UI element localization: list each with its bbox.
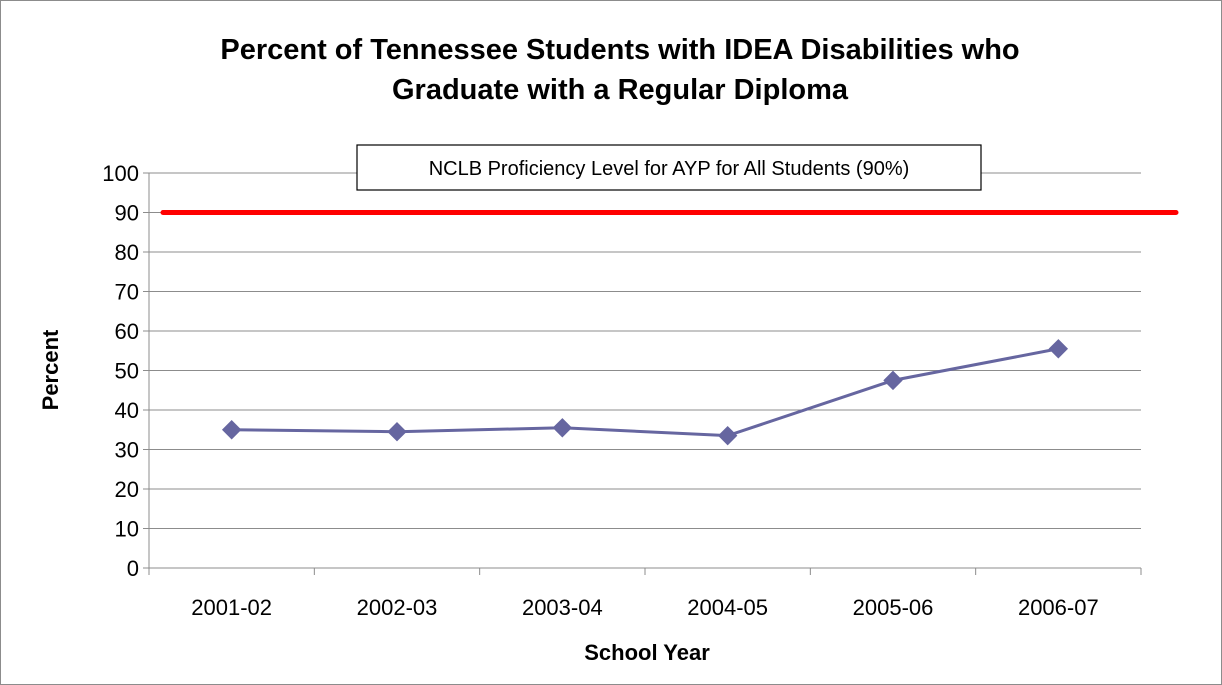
x-tick-labels: 2001-02 2002-03 2003-04 2004-05 2005-06 2006-…	[191, 595, 1098, 620]
x-axis-label: School Year	[584, 640, 710, 665]
series-group	[221, 339, 1069, 446]
chart-title: Percent of Tennessee Students with IDEA …	[0, 30, 1222, 110]
y-tick-label: 30	[115, 438, 139, 463]
y-tick-labels: 0 10 20 30 40 50 60 70 80 90 100	[102, 161, 139, 581]
x-tick-label: 2005-06	[853, 595, 934, 620]
y-tick-label: 0	[127, 556, 139, 581]
x-tick-label: 2001-02	[191, 595, 272, 620]
x-tick-label: 2006-07	[1018, 595, 1099, 620]
chart-title-line-2: Graduate with a Regular Diploma	[391, 74, 849, 106]
y-tick-label: 100	[102, 161, 139, 186]
y-tick-label: 90	[115, 201, 139, 226]
reference-line-label: NCLB Proficiency Level for AYP for All S…	[429, 158, 910, 180]
axes	[143, 172, 1142, 575]
y-tick-label: 40	[115, 398, 139, 423]
y-tick-label: 80	[115, 240, 139, 265]
reference-label-box	[356, 144, 982, 191]
series-line	[231, 347, 1059, 438]
y-tick-label: 50	[115, 359, 139, 384]
data-point-marker	[717, 425, 738, 446]
x-tick-label: 2003-04	[522, 595, 603, 620]
data-point-marker	[883, 370, 903, 391]
x-tick-label: 2004-05	[687, 595, 768, 620]
y-tick-label: 20	[115, 477, 139, 502]
reference-line-group: NCLB Proficiency Level for AYP for All S…	[160, 144, 1179, 215]
x-tick-label: 2002-03	[357, 595, 438, 620]
data-point-marker	[221, 420, 242, 440]
data-point-marker	[387, 422, 407, 442]
y-tick-label: 70	[115, 280, 139, 305]
gridlines	[149, 172, 1141, 529]
y-tick-label: 60	[115, 319, 139, 344]
y-axis-label: Percent	[38, 329, 63, 410]
y-tick-label: 10	[115, 517, 139, 542]
chart-title-line-1: Percent of Tennessee Students with IDEA …	[220, 34, 1020, 66]
data-point-marker	[1048, 339, 1069, 359]
data-point-marker	[552, 418, 573, 438]
